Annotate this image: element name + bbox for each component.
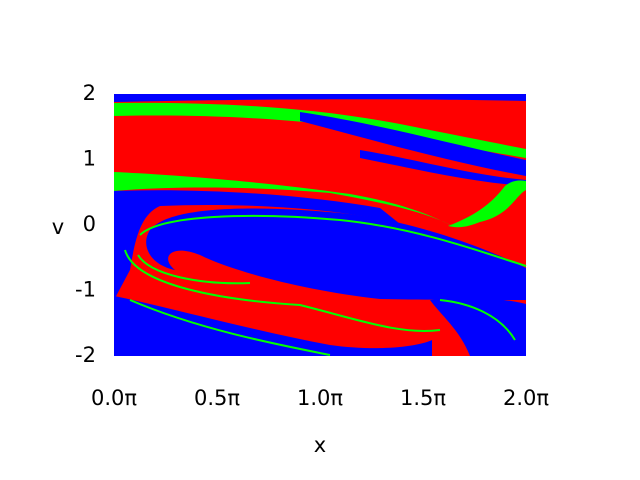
basin-region: [114, 296, 432, 356]
x-tick-label: 2.0π: [503, 386, 549, 410]
basin-region: [114, 102, 526, 158]
basin-stripe: [439, 299, 516, 341]
y-tick-label: -1: [75, 278, 96, 302]
y-tick-label: 1: [83, 147, 96, 171]
basin-stripe: [124, 249, 441, 332]
basin-region: [114, 172, 460, 230]
x-axis-label: x: [314, 433, 326, 457]
basin-region: [114, 190, 400, 300]
basin-region: [114, 94, 526, 102]
basin-region: [360, 150, 526, 186]
y-tick-label: -2: [75, 343, 96, 367]
y-tick-label: 0: [83, 212, 96, 236]
basin-region: [448, 180, 526, 228]
x-tick-label: 1.0π: [297, 386, 343, 410]
x-tick-label: 1.5π: [400, 386, 446, 410]
basin-region: [430, 297, 526, 356]
basin-region: [300, 112, 526, 176]
basin-region: [146, 208, 526, 300]
plot-area: [114, 94, 527, 356]
y-tick-label: 2: [83, 81, 96, 105]
y-axis-label: v: [52, 215, 64, 239]
basin-stripe: [139, 214, 527, 267]
x-tick-label: 0.0π: [91, 386, 137, 410]
x-tick-label: 0.5π: [194, 386, 240, 410]
basin-stripe: [129, 299, 331, 356]
basin-stripe: [137, 254, 251, 285]
